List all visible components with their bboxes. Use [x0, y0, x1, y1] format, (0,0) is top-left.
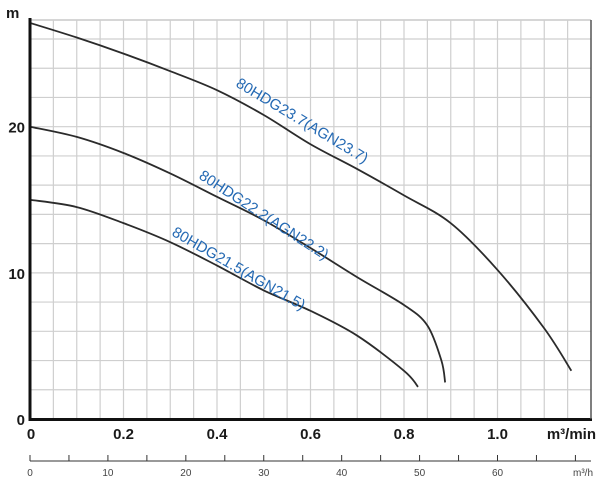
secondary-tick-label: 30 — [258, 468, 270, 479]
x-axis-label: m³/min — [547, 426, 596, 443]
x-tick-label: 0 — [27, 426, 35, 443]
x-tick-labels: 0 0.2 0.4 0.6 0.8 1.0 — [27, 426, 508, 443]
secondary-tick-label: 20 — [180, 468, 192, 479]
axes — [28, 18, 592, 421]
secondary-tick-label: 10 — [102, 468, 114, 479]
curves — [29, 22, 573, 388]
x-tick-label: 1.0 — [487, 426, 508, 443]
secondary-tick-label: 40 — [336, 468, 348, 479]
secondary-tick-label: 50 — [414, 468, 426, 479]
curve-labels: 80HDG23.7(AGN23.7) 80HDG22.2(AGN22.2) 80… — [169, 75, 371, 314]
x-tick-label: 0.8 — [394, 426, 415, 443]
curve-label-23-7: 80HDG23.7(AGN23.7) — [233, 75, 371, 167]
x-tick-label: 0.6 — [300, 426, 321, 443]
x-tick-label: 0.2 — [113, 426, 134, 443]
series-curve-0 — [29, 22, 573, 372]
secondary-tick-label: 0 — [27, 468, 33, 479]
secondary-axis-label: m³/h — [573, 468, 593, 479]
y-tick-label: 0 — [17, 412, 25, 429]
secondary-tick-label: 60 — [492, 468, 504, 479]
series-curve-2 — [29, 198, 419, 388]
y-tick-labels: 0 10 20 — [8, 120, 25, 429]
grid — [30, 19, 591, 419]
y-tick-label: 10 — [8, 266, 25, 283]
x-tick-label: 0.4 — [207, 426, 229, 443]
y-axis-label: m — [6, 5, 19, 22]
series-curve-1 — [29, 125, 447, 383]
y-tick-label: 20 — [8, 120, 25, 137]
secondary-x-axis: 0 10 20 30 40 50 60 — [27, 455, 591, 479]
